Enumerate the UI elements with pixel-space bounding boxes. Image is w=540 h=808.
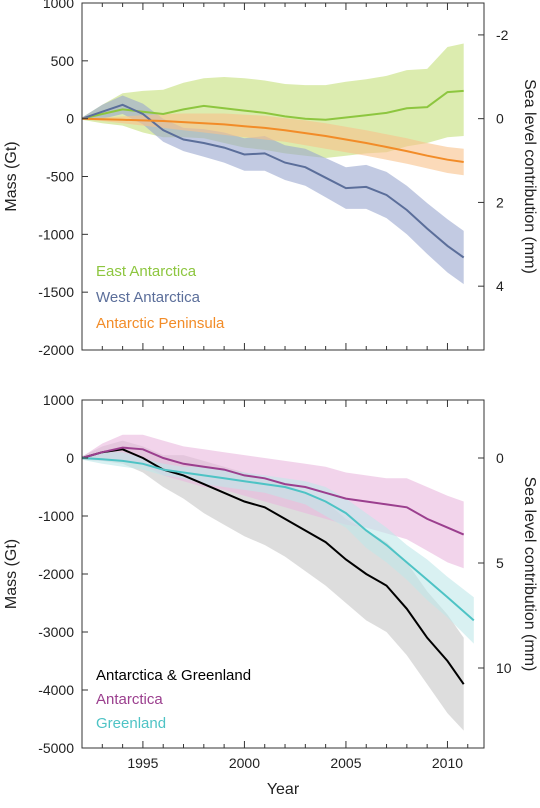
y2-tick-label: 10 xyxy=(496,660,512,676)
x-tick-label: 1995 xyxy=(127,755,158,771)
y2-axis-title: Sea level contribution (mm) xyxy=(521,79,538,274)
y-tick-label: 1000 xyxy=(43,0,74,11)
y2-tick-label: -2 xyxy=(496,27,509,43)
legend-entry: West Antarctica xyxy=(96,289,201,306)
y-tick-label: 1000 xyxy=(43,392,74,408)
series-band-3 xyxy=(82,113,464,176)
y-tick-label: 0 xyxy=(66,111,74,127)
legend-entry: Antarctica & Greenland xyxy=(96,667,251,684)
y-axis-title: Mass (Gt) xyxy=(3,141,20,211)
y-tick-label: -5000 xyxy=(38,740,74,756)
x-tick-label: 2010 xyxy=(432,755,463,771)
series-line-1 xyxy=(81,448,465,685)
x-tick-label: 2000 xyxy=(229,755,260,771)
series-band-3 xyxy=(82,452,474,644)
series-line-1 xyxy=(81,89,464,121)
series-line-2 xyxy=(81,103,465,259)
y-tick-label: -2000 xyxy=(38,342,74,358)
y2-tick-label: 5 xyxy=(496,555,504,571)
y-tick-label: 500 xyxy=(51,53,75,69)
y-axis-title: Mass (Gt) xyxy=(3,539,20,609)
y2-axis-title: Sea level contribution (mm) xyxy=(521,477,538,672)
series-line-3 xyxy=(81,117,464,163)
y-tick-label: -1000 xyxy=(38,226,74,242)
series-line-2 xyxy=(81,446,465,536)
legend-entry: Antarctic Peninsula xyxy=(96,315,225,332)
x-tick-label: 2005 xyxy=(330,755,361,771)
y-tick-label: -4000 xyxy=(38,682,74,698)
series-band-2 xyxy=(82,95,464,285)
x-axis-title: Year xyxy=(267,781,300,798)
legend-entry: Greenland xyxy=(96,715,166,732)
chart-panel-2: -5000 -4000 -3000 -2000 -1000 0 1000 0 5 10 1995 20… xyxy=(3,392,538,798)
y2-tick-label: 0 xyxy=(496,450,504,466)
y2-tick-label: 0 xyxy=(496,111,504,127)
y-tick-label: -3000 xyxy=(38,624,74,640)
y2-tick-label: 4 xyxy=(496,278,504,294)
y2-tick-label: 2 xyxy=(496,194,504,210)
y-tick-label: -2000 xyxy=(38,566,74,582)
legend-entry: Antarctica xyxy=(96,691,163,708)
y-tick-label: -500 xyxy=(46,169,74,185)
series-line-3 xyxy=(81,457,475,622)
y-tick-label: -1000 xyxy=(38,508,74,524)
y-tick-label: -1500 xyxy=(38,284,74,300)
legend-entry: East Antarctica xyxy=(96,263,197,280)
chart-panel-1: -2000 -1500 -1000 -500 0 500 1000 -2 0 2 4 Mass (Gt… xyxy=(3,0,538,358)
y-tick-label: 0 xyxy=(66,450,74,466)
